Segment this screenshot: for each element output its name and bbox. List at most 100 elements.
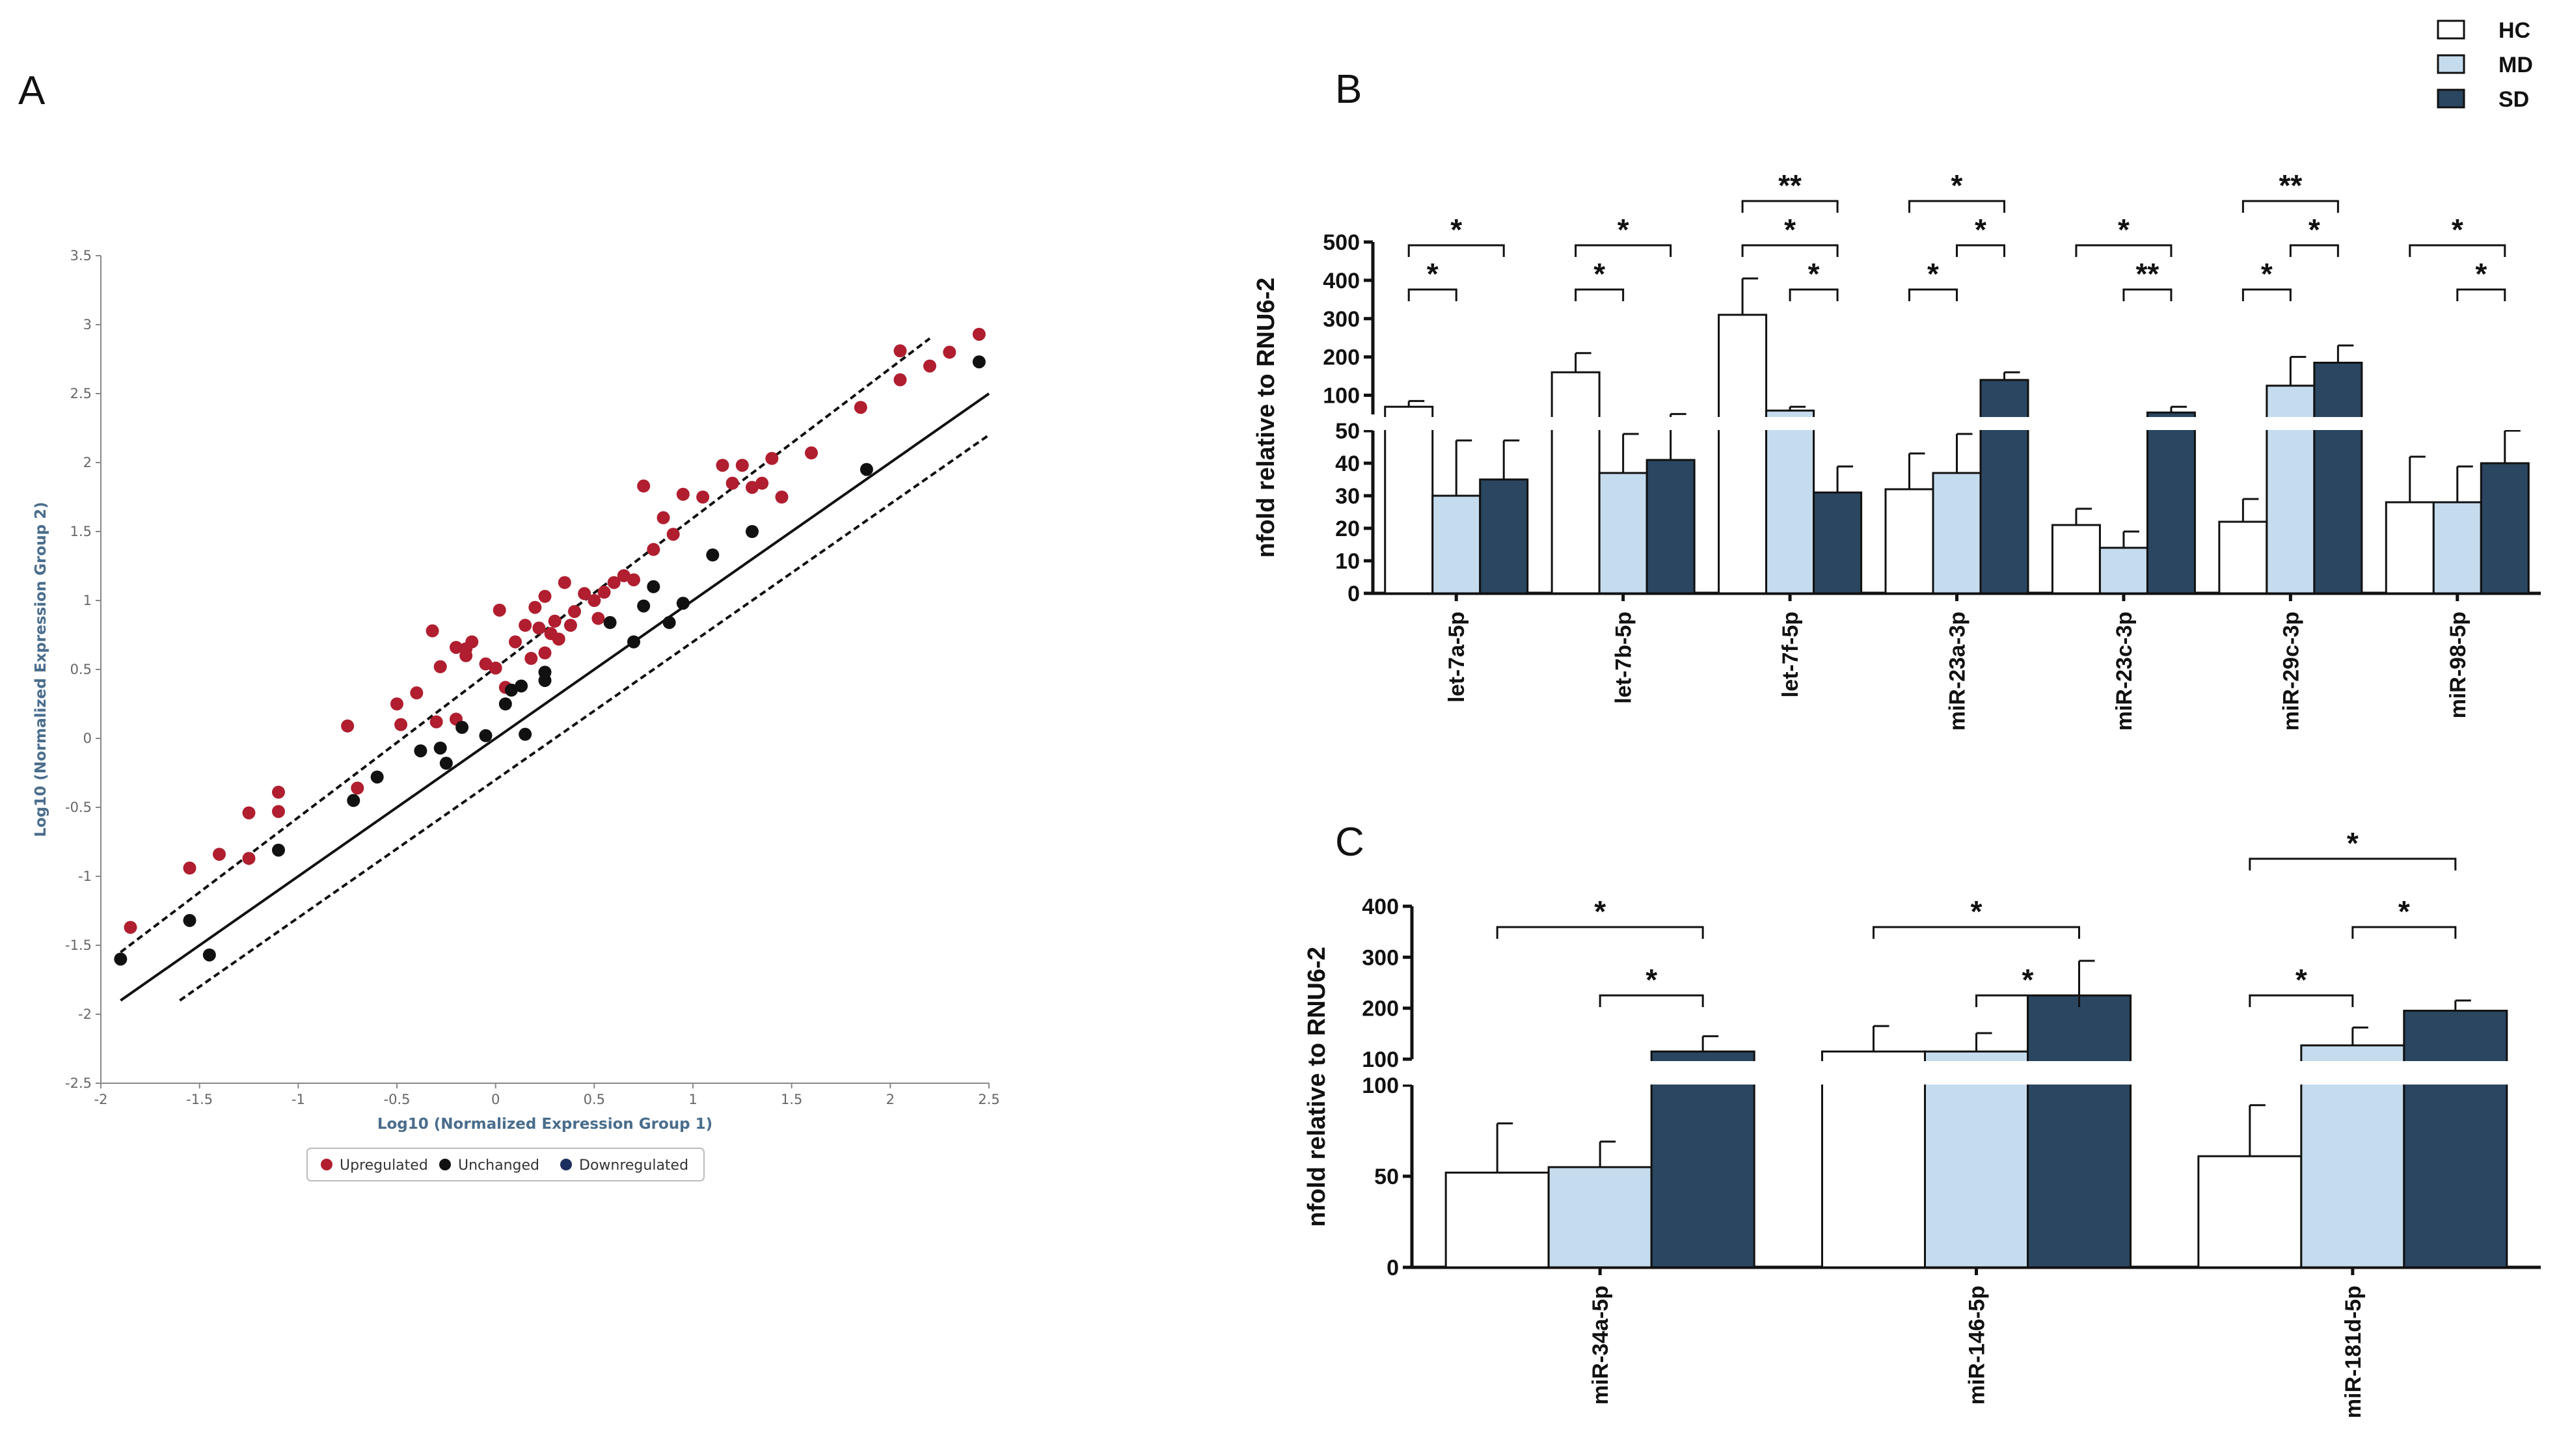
category-label: miR-146-5p: [1965, 1286, 1990, 1405]
significance-label: *: [1594, 895, 1606, 928]
bar-MD: [2098, 546, 2148, 595]
scatter-point: [498, 697, 512, 710]
panel-label-c: C: [1335, 820, 1364, 865]
scatter-point: [455, 721, 469, 735]
scatter-point: [746, 481, 759, 494]
legend-swatch-MD: [2437, 54, 2465, 74]
bar-SD: [2027, 994, 2132, 1269]
scatter-point: [272, 843, 285, 857]
scatter-point: [489, 661, 502, 675]
bar-MD: [1431, 494, 1482, 595]
significance-label: *: [1971, 895, 1983, 928]
significance-label: *: [1450, 213, 1462, 247]
category-label: let-7a-5p: [1444, 612, 1469, 703]
axis-break: [1399, 1061, 2547, 1085]
legend-label: Upregulated: [340, 1157, 428, 1174]
scatter-point: [591, 612, 605, 625]
y-tick-label: 30: [1335, 484, 1360, 509]
significance-bracket: [2249, 994, 2354, 1007]
x-tick-label: -1: [291, 1092, 305, 1107]
legend-label: Unchanged: [458, 1157, 539, 1174]
y-tick-label: 0.5: [70, 662, 92, 677]
scatter-point: [860, 463, 873, 476]
significance-label: *: [1427, 257, 1439, 291]
scatter-point: [429, 715, 443, 729]
significance-label: *: [2398, 895, 2410, 928]
significance-bracket: [1599, 994, 1704, 1007]
x-tick-label: 2.5: [978, 1092, 999, 1107]
legend-label: Downregulated: [579, 1157, 688, 1174]
scatter-point: [202, 948, 216, 962]
significance-label: *: [1784, 213, 1796, 247]
scatter-point: [972, 355, 986, 369]
bar-HC: [1718, 314, 1768, 595]
significance-label: *: [1927, 257, 1939, 291]
scatter-point: [607, 576, 621, 589]
significance-label: *: [2118, 213, 2130, 247]
y-tick-label: 1: [83, 593, 92, 608]
scatter-point: [183, 861, 196, 875]
y-tick-label: 100: [1362, 1073, 1399, 1098]
scatter-point: [519, 619, 532, 632]
threshold-line: [179, 433, 990, 1002]
bar-HC: [1884, 488, 1934, 595]
y-tick-label: -2.5: [65, 1075, 92, 1091]
scatter-point: [893, 344, 907, 358]
legend-swatch-HC: [2437, 20, 2465, 40]
scatter-point: [515, 679, 528, 693]
significance-bracket: [2241, 288, 2292, 301]
category-label: miR-98-5p: [2446, 612, 2471, 718]
scatter-point: [676, 597, 690, 610]
scatter-point: [765, 452, 779, 465]
legend-label: MD: [2498, 53, 2533, 77]
scatter-point: [716, 459, 729, 472]
significance-bracket: [2409, 244, 2506, 257]
significance-bracket: [1975, 994, 2080, 1007]
significance-label: *: [2452, 213, 2463, 247]
significance-bracket: [1407, 288, 1457, 301]
bar-HC: [2197, 1155, 2303, 1269]
scatter-point: [524, 652, 538, 666]
significance-label: *: [2475, 257, 2487, 291]
significance-label: *: [2347, 826, 2359, 860]
legend-marker: [560, 1159, 572, 1170]
significance-label: **: [2136, 257, 2160, 291]
category-label: miR-29c-3p: [2279, 612, 2303, 731]
category-label: miR-181d-5p: [2341, 1286, 2366, 1418]
significance-bracket: [2075, 244, 2173, 257]
scatter-point: [893, 373, 907, 386]
significance-bracket: [1956, 244, 2005, 257]
significance-label: *: [2309, 213, 2320, 247]
scatter-point: [528, 600, 542, 614]
scatter-point: [390, 697, 403, 710]
y-tick-label: 0: [83, 731, 92, 746]
category-label: let-7b-5p: [1612, 612, 1636, 704]
y-tick-label: 50: [1335, 419, 1360, 444]
legend-marker: [321, 1159, 332, 1170]
scatter-point: [394, 718, 408, 731]
y-axis-label: nfold relative to RNU6-2: [1303, 947, 1331, 1227]
scatter-point: [124, 921, 137, 934]
y-tick-label: 200: [1323, 345, 1360, 370]
panel-label-b: B: [1335, 67, 1362, 112]
significance-label: *: [1808, 257, 1820, 291]
scatter-point: [696, 491, 710, 504]
bar-SD: [2146, 411, 2196, 595]
scatter-point: [617, 569, 630, 582]
significance-bracket: [1575, 288, 1625, 301]
scatter-point: [805, 446, 818, 460]
scatter-point: [588, 594, 601, 607]
x-tick-label: 2: [886, 1092, 895, 1107]
bar-SD: [1979, 379, 2029, 595]
bar-HC: [1384, 405, 1434, 595]
category-label: miR-23a-3p: [1945, 612, 1970, 731]
scatter-point: [341, 719, 355, 733]
category-label: let-7f-5p: [1778, 612, 1803, 697]
scatter-point: [647, 543, 660, 556]
scatter-point: [854, 401, 867, 414]
bar-SD: [2480, 462, 2530, 595]
bar-SD: [1479, 478, 1529, 595]
y-tick-label: 40: [1335, 452, 1360, 476]
